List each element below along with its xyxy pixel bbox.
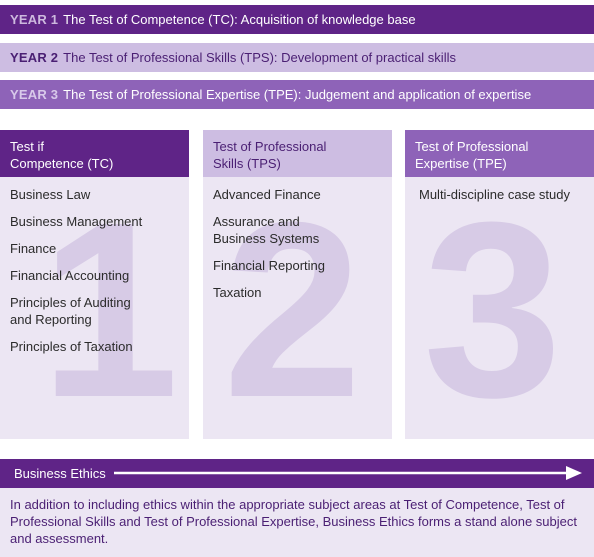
subject-item: Principles of Auditing and Reporting	[10, 295, 131, 327]
column-tps-number: 2	[223, 170, 363, 439]
column-tc-number: 1	[40, 170, 180, 439]
column-tc-title: Test if Competence (TC)	[0, 130, 189, 177]
year-1-description: The Test of Competence (TC): Acquisition…	[63, 12, 416, 27]
ethics-title: Business Ethics	[14, 466, 106, 481]
column-tpe-number: 3	[423, 170, 563, 439]
year-2-label: YEAR 2	[10, 50, 59, 65]
year-3-label: YEAR 3	[10, 87, 59, 102]
column-tps-title: Test of Professional Skills (TPS)	[203, 130, 392, 177]
column-tc: Test if Competence (TC) 1 Business Law B…	[0, 130, 189, 439]
column-tc-subjects: Business Law Business Management Finance…	[0, 177, 189, 355]
subject-item: Business Management	[10, 214, 143, 229]
arrow-right-icon	[114, 466, 582, 480]
year-1-label: YEAR 1	[10, 12, 59, 27]
year-2-description: The Test of Professional Skills (TPS): D…	[63, 50, 456, 65]
year-2-bar: YEAR 2 The Test of Professional Skills (…	[0, 43, 594, 72]
column-tpe: Test of Professional Expertise (TPE) 3 M…	[405, 130, 594, 439]
subject-item: Finance	[10, 241, 57, 256]
subject-item: Principles of Taxation	[10, 339, 133, 354]
subject-item: Multi-discipline case study	[419, 187, 571, 202]
column-tpe-title: Test of Professional Expertise (TPE)	[405, 130, 594, 177]
subject-item: Financial Accounting	[10, 268, 130, 283]
year-3-bar: YEAR 3 The Test of Professional Expertis…	[0, 80, 594, 109]
column-tps: Test of Professional Skills (TPS) 2 Adva…	[203, 130, 392, 439]
subject-item: Assurance and Business Systems	[213, 214, 320, 246]
subject-item: Taxation	[213, 285, 262, 300]
year-1-bar: YEAR 1 The Test of Competence (TC): Acqu…	[0, 5, 594, 34]
subject-item: Financial Reporting	[213, 258, 326, 273]
subject-item: Business Law	[10, 187, 91, 202]
column-tps-subjects: Advanced Finance Assurance and Business …	[203, 177, 392, 301]
column-tpe-subjects: Multi-discipline case study	[405, 177, 594, 203]
ethics-description: In addition to including ethics within t…	[0, 488, 594, 557]
subject-item: Advanced Finance	[213, 187, 321, 202]
year-3-description: The Test of Professional Expertise (TPE)…	[63, 87, 532, 102]
